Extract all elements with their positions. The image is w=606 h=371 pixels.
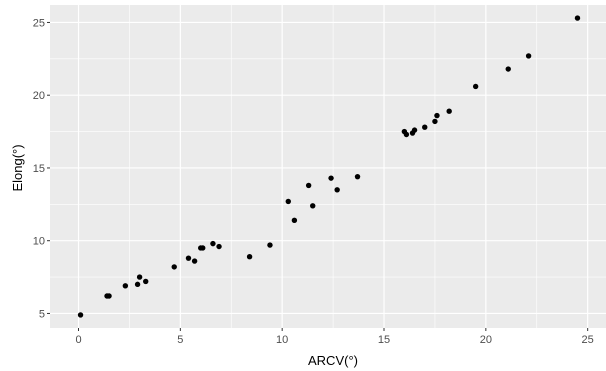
y-tick-label: 10 <box>33 236 45 248</box>
data-point <box>422 124 428 130</box>
data-point <box>334 187 340 193</box>
data-point <box>143 278 149 285</box>
data-point <box>432 118 438 125</box>
data-point <box>246 254 253 260</box>
data-point <box>328 175 334 181</box>
data-point <box>285 198 291 205</box>
x-tick-label: 25 <box>582 334 594 346</box>
x-tick-label: 5 <box>177 334 183 346</box>
data-point <box>185 255 192 261</box>
plot-panel <box>50 5 606 328</box>
data-point <box>411 127 418 133</box>
y-axis-ticks: 5 10 15 20 25 <box>33 17 50 320</box>
data-point <box>310 203 316 209</box>
x-tick-label: 0 <box>75 334 81 346</box>
x-axis-ticks: 0 5 10 15 20 25 <box>75 328 594 346</box>
y-tick-label: 5 <box>39 308 45 320</box>
data-point <box>191 258 198 264</box>
data-point <box>200 245 206 251</box>
data-point <box>136 274 143 280</box>
data-point <box>122 283 129 289</box>
data-point <box>106 293 112 299</box>
data-point <box>403 131 410 138</box>
data-point <box>446 108 452 114</box>
data-point <box>171 264 177 270</box>
data-point <box>472 83 479 90</box>
data-point <box>77 312 84 318</box>
x-tick-label: 10 <box>276 334 288 346</box>
data-point <box>134 281 141 288</box>
major-gridlines <box>50 5 606 328</box>
y-tick-label: 15 <box>33 163 45 175</box>
data-point <box>216 243 222 250</box>
x-tick-label: 15 <box>378 334 390 346</box>
minor-gridlines <box>50 5 606 328</box>
data-point <box>210 240 216 247</box>
data-point <box>354 173 361 180</box>
data-point <box>291 217 298 224</box>
x-axis-title: ARCV(°) <box>308 353 358 368</box>
y-tick-label: 25 <box>33 17 45 29</box>
y-axis-title: Elong(°) <box>10 144 25 191</box>
data-point <box>434 112 440 119</box>
data-point <box>305 182 312 189</box>
y-tick-label: 20 <box>33 90 45 102</box>
data-point <box>267 242 273 248</box>
data-point <box>505 66 511 72</box>
data-point <box>574 15 581 21</box>
data-point <box>525 53 532 59</box>
x-tick-label: 20 <box>480 334 492 346</box>
data-points <box>77 15 581 318</box>
